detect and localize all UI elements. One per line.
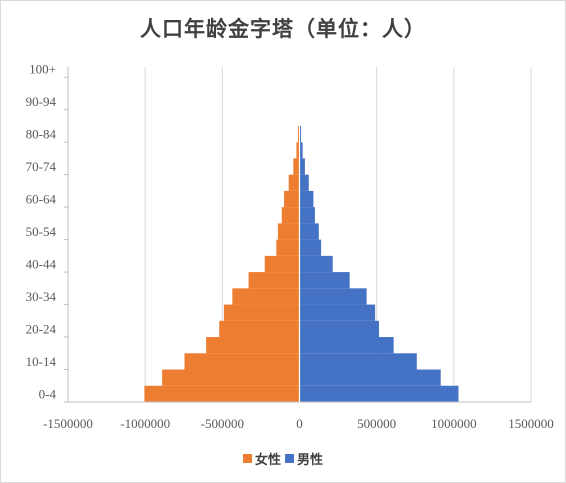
x-tick-label: 0 xyxy=(296,416,303,431)
legend-swatch-male xyxy=(285,454,294,463)
legend-item-male: 男性 xyxy=(285,449,323,468)
y-tick-label: 80-84 xyxy=(26,127,57,142)
bar-female-65-69 xyxy=(288,174,300,191)
y-tick-label: 30-34 xyxy=(26,289,57,304)
bar-male-55-59 xyxy=(299,207,315,224)
bar-male-0-4 xyxy=(299,385,459,402)
bar-male-80-84 xyxy=(299,125,302,143)
bars xyxy=(144,109,459,402)
bar-female-10-14 xyxy=(184,353,300,370)
y-tick-label: 50-54 xyxy=(26,224,57,239)
bar-female-45-49 xyxy=(276,239,300,256)
bar-male-5-9 xyxy=(299,369,441,386)
bar-female-25-29 xyxy=(223,304,300,321)
bar-male-70-74 xyxy=(299,158,305,175)
bar-male-45-49 xyxy=(299,239,322,256)
y-tick-label: 60-64 xyxy=(26,192,57,207)
bar-male-25-29 xyxy=(299,304,376,321)
x-tick-label: -1000000 xyxy=(120,416,170,431)
legend-label-male: 男性 xyxy=(297,453,324,468)
x-tick-label: 1000000 xyxy=(431,416,477,431)
bar-male-40-44 xyxy=(299,255,333,273)
bar-male-30-34 xyxy=(299,288,367,305)
bar-male-65-69 xyxy=(299,174,309,191)
x-tick-label: 500000 xyxy=(357,416,396,431)
legend-item-female: 女性 xyxy=(242,449,281,468)
chart-title: 人口年龄金字塔（单位：人） xyxy=(140,16,426,41)
bar-female-15-19 xyxy=(206,337,300,354)
x-tick-label: -500000 xyxy=(201,416,244,431)
x-tick-label: 1500000 xyxy=(508,416,554,431)
bar-female-35-39 xyxy=(248,272,300,289)
y-tick-label: 100+ xyxy=(29,62,56,77)
bar-female-40-44 xyxy=(264,255,300,273)
legend-swatch-female xyxy=(242,454,252,463)
y-tick-label: 20-24 xyxy=(26,321,57,336)
bar-female-75-79 xyxy=(296,142,300,159)
bar-female-80-84 xyxy=(297,125,300,143)
bar-female-70-74 xyxy=(293,158,300,175)
bar-female-50-54 xyxy=(277,223,300,240)
bar-male-35-39 xyxy=(299,272,350,289)
axes xyxy=(64,67,531,403)
y-tick-label: 40-44 xyxy=(26,256,57,271)
bar-female-55-59 xyxy=(281,207,300,224)
bar-female-5-9 xyxy=(162,369,300,386)
bar-female-30-34 xyxy=(232,288,300,305)
bar-male-75-79 xyxy=(299,142,303,159)
bar-male-15-19 xyxy=(299,337,394,354)
bar-female-0-4 xyxy=(144,385,300,402)
legend: 女性 男性 xyxy=(1,449,565,468)
bar-female-60-64 xyxy=(284,190,300,208)
bar-male-10-14 xyxy=(299,353,417,370)
tick-labels: -1500000 -1000000 -500000 0 500000 1000000 150… xyxy=(26,62,554,431)
bar-male-50-54 xyxy=(299,223,319,240)
x-tick-label: -1500000 xyxy=(43,416,93,431)
legend-label-female: 女性 xyxy=(254,453,281,468)
bar-female-20-24 xyxy=(219,320,300,338)
y-tick-label: 70-74 xyxy=(26,159,57,174)
bar-male-60-64 xyxy=(299,190,314,208)
y-tick-label: 90-94 xyxy=(26,94,57,109)
bar-male-20-24 xyxy=(299,320,379,338)
y-tick-label: 0-4 xyxy=(39,386,57,401)
y-tick-label: 10-14 xyxy=(26,354,57,369)
